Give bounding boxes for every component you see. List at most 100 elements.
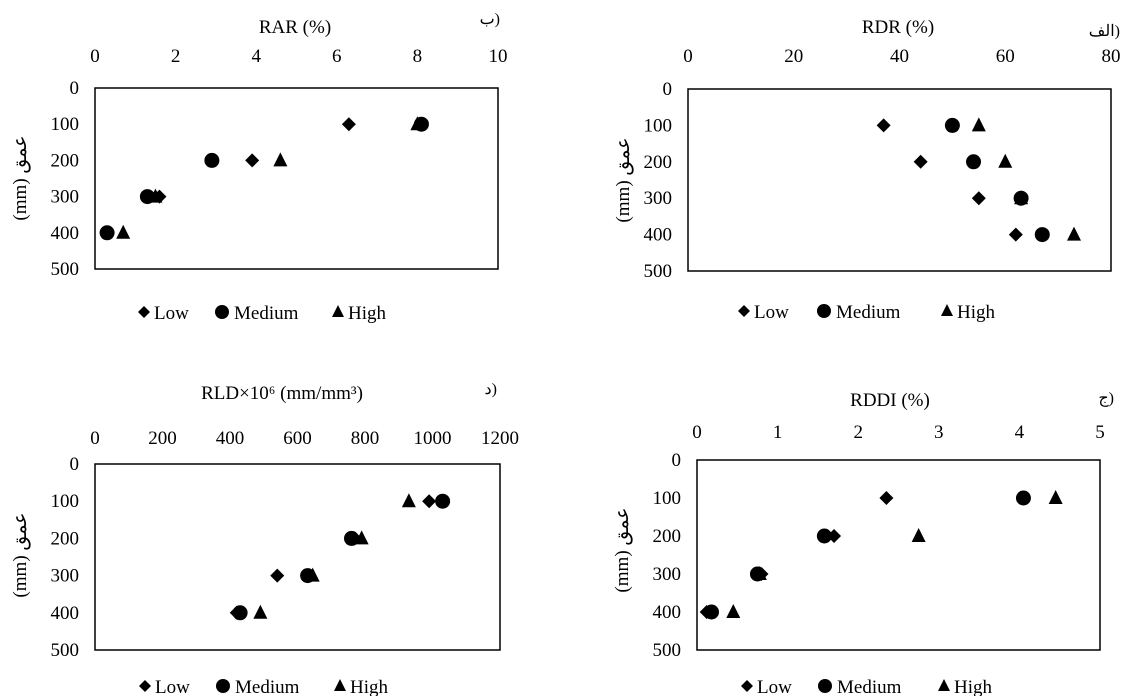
legend-label-high: High [957, 302, 996, 323]
y-tick-label: 100 [653, 488, 682, 509]
legend-label-medium: Medium [234, 303, 299, 324]
data-point-high [401, 493, 416, 508]
data-point-high [1048, 490, 1063, 504]
panel-rld-marks [229, 493, 451, 621]
panel-rdr-title: RDR (%) [862, 17, 934, 38]
y-tick-label: 300 [51, 187, 80, 208]
panel-rddi-y-axis-label: (mm) عمق [612, 507, 633, 592]
data-point-low [876, 118, 891, 133]
data-point-medium [704, 604, 720, 620]
data-point-low [245, 153, 260, 168]
x-tick-label: 1200 [481, 428, 519, 449]
panel-rdr-ticks: 0 20 40 60 80 0 100 200 300 400 500 [644, 46, 1121, 282]
panel-rld-title: RLD×10⁶ (mm/mm³) [201, 383, 363, 404]
panel-rddi-title: RDDI (%) [850, 390, 930, 411]
panel-rar-legend: Low Medium High [138, 303, 387, 324]
y-tick-label: 100 [51, 114, 80, 135]
legend-label-low: Low [757, 677, 792, 696]
data-point-high [305, 567, 320, 582]
data-point-medium [435, 493, 451, 509]
legend-label-medium: Medium [235, 677, 300, 696]
data-point-high [273, 152, 288, 167]
data-point-high [1066, 226, 1081, 241]
y-tick-label: 0 [70, 78, 80, 99]
panel-rar-plot-frame [94, 87, 499, 270]
legend-label-high: High [954, 677, 993, 696]
legend-marker-medium [215, 305, 229, 319]
x-tick-label: 40 [890, 46, 909, 67]
x-tick-label: 6 [332, 46, 342, 67]
y-tick-label: 200 [653, 526, 682, 547]
legend-marker-medium [216, 679, 230, 693]
legend-marker-high [938, 679, 950, 691]
panel-rld-legend: Low Medium High [139, 677, 389, 696]
data-point-medium [1015, 490, 1031, 506]
x-tick-label: 60 [996, 46, 1015, 67]
y-tick-label: 300 [51, 566, 80, 587]
legend-label-low: Low [155, 677, 190, 696]
panel-rddi-marks [699, 490, 1063, 620]
legend-label-high: High [350, 677, 389, 696]
data-point-high [752, 566, 767, 580]
legend-marker-medium [817, 304, 831, 318]
data-point-high [971, 117, 986, 132]
panel-rdr-legend: Low Medium High [738, 302, 996, 323]
y-tick-label: 300 [644, 188, 673, 209]
data-point-medium [966, 154, 982, 170]
data-point-low [1008, 227, 1023, 242]
legend-marker-medium [818, 679, 832, 693]
panel-rld-letter: د) [485, 381, 497, 398]
legend-marker-low [139, 680, 151, 692]
y-tick-label: 200 [644, 152, 673, 173]
data-point-high [410, 116, 425, 131]
panel-rld: د) RLD×10⁶ (mm/mm³) 0 200 400 600 800 1000 120… [10, 381, 519, 696]
y-tick-label: 500 [653, 640, 682, 661]
x-tick-label: 5 [1095, 422, 1105, 443]
panel-rdr: الف) RDR (%) 0 20 40 60 80 0 100 200 300 400 500 (… [613, 17, 1121, 323]
data-point-medium [944, 117, 960, 133]
data-point-medium [816, 528, 832, 544]
x-tick-label: 4 [251, 46, 261, 67]
x-tick-label: 0 [683, 46, 693, 67]
panel-rar-letter: ب) [480, 11, 500, 28]
x-tick-label: 1000 [414, 428, 452, 449]
legend-marker-low [741, 680, 753, 692]
y-tick-label: 0 [672, 450, 682, 471]
data-point-low [341, 117, 356, 132]
x-tick-label: 600 [283, 428, 312, 449]
data-point-medium [344, 530, 359, 546]
x-tick-label: 80 [1102, 46, 1121, 67]
panel-rar-marks [99, 116, 429, 241]
x-tick-label: 0 [90, 46, 100, 67]
y-tick-label: 400 [51, 223, 80, 244]
panel-rdr-plot-frame [687, 88, 1112, 272]
data-point-high [354, 530, 369, 545]
panel-rdr-y-axis-label: (mm) عمق [613, 137, 634, 222]
legend-label-high: High [348, 303, 387, 324]
x-tick-label: 3 [934, 422, 944, 443]
x-tick-label: 8 [413, 46, 423, 67]
legend-label-low: Low [154, 303, 189, 324]
x-tick-label: 20 [784, 46, 803, 67]
y-tick-label: 200 [51, 528, 80, 549]
legend-label-medium: Medium [837, 677, 902, 696]
data-point-high [911, 528, 926, 542]
data-point-high [998, 153, 1013, 168]
x-tick-label: 2 [853, 422, 863, 443]
x-tick-label: 2 [171, 46, 181, 67]
y-tick-label: 0 [70, 454, 80, 475]
data-point-high [1014, 190, 1029, 205]
x-tick-label: 10 [489, 46, 508, 67]
x-tick-label: 0 [692, 422, 702, 443]
y-tick-label: 500 [51, 640, 80, 661]
panel-rld-ticks: 0 200 400 600 800 1000 1200 0 100 200 300 400 500 [51, 428, 520, 661]
x-tick-label: 400 [216, 428, 245, 449]
y-tick-label: 300 [653, 564, 682, 585]
panel-rddi: ج) RDDI (%) 0 1 2 3 4 5 0 100 200 300 400 500 (mm) … [612, 390, 1114, 696]
y-tick-label: 400 [51, 603, 80, 624]
x-tick-label: 200 [148, 428, 177, 449]
y-tick-label: 400 [644, 225, 673, 246]
data-point-medium [1034, 227, 1050, 243]
